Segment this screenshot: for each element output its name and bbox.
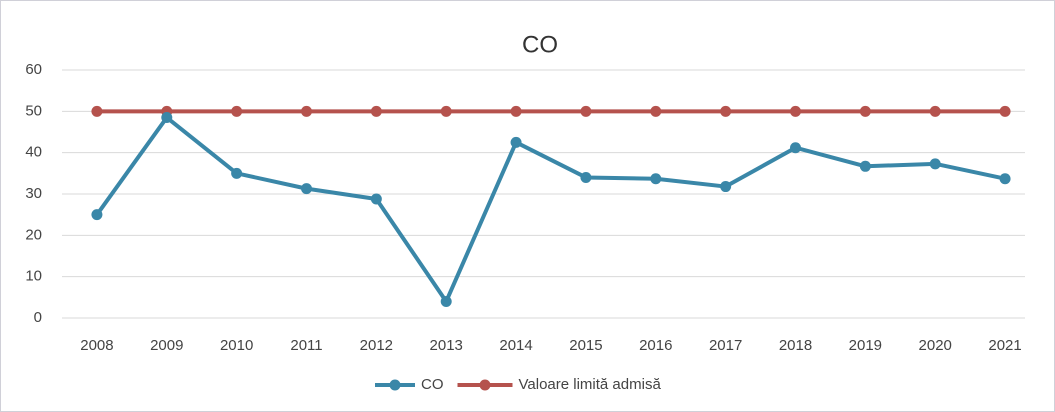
data-point bbox=[91, 105, 103, 117]
y-tick-label: 60 bbox=[25, 61, 42, 78]
data-point bbox=[790, 142, 801, 154]
data-point bbox=[580, 171, 592, 183]
x-tick-label: 2013 bbox=[430, 337, 463, 354]
y-tick-label: 20 bbox=[25, 226, 42, 243]
data-point bbox=[999, 105, 1011, 117]
data-point bbox=[720, 105, 732, 117]
data-point bbox=[161, 112, 173, 124]
data-point bbox=[301, 183, 312, 195]
data-point bbox=[510, 105, 522, 117]
y-tick-label: 10 bbox=[25, 268, 42, 285]
y-tick-label: 30 bbox=[25, 185, 42, 202]
data-point bbox=[370, 105, 382, 117]
legend-label: Valoare limită admisă bbox=[519, 376, 662, 393]
x-tick-label: 2015 bbox=[569, 337, 602, 354]
data-point bbox=[580, 105, 592, 117]
data-point bbox=[720, 181, 732, 193]
data-point bbox=[231, 105, 243, 117]
data-point bbox=[790, 105, 801, 117]
data-point bbox=[929, 105, 941, 117]
x-tick-label: 2020 bbox=[919, 337, 952, 354]
data-point bbox=[440, 105, 452, 117]
data-point bbox=[650, 173, 662, 185]
y-tick-label: 50 bbox=[25, 102, 42, 119]
data-point bbox=[859, 105, 871, 117]
x-tick-label: 2019 bbox=[849, 337, 882, 354]
data-point bbox=[440, 295, 452, 307]
data-point bbox=[91, 209, 103, 221]
chart-title: CO bbox=[522, 31, 558, 58]
x-tick-label: 2018 bbox=[779, 337, 812, 354]
data-point bbox=[231, 167, 243, 179]
x-tick-label: 2009 bbox=[150, 337, 183, 354]
data-point bbox=[650, 105, 662, 117]
x-tick-label: 2014 bbox=[499, 337, 532, 354]
x-tick-label: 2012 bbox=[360, 337, 393, 354]
data-point bbox=[929, 158, 941, 170]
y-tick-label: 40 bbox=[25, 144, 42, 161]
legend-marker bbox=[479, 379, 491, 391]
x-tick-label: 2008 bbox=[80, 337, 113, 354]
legend-label: CO bbox=[421, 376, 444, 393]
x-tick-label: 2010 bbox=[220, 337, 253, 354]
data-point bbox=[999, 173, 1011, 185]
x-tick-label: 2021 bbox=[988, 337, 1021, 354]
x-tick-label: 2016 bbox=[639, 337, 672, 354]
data-point bbox=[859, 160, 871, 172]
y-tick-label: 0 bbox=[34, 309, 42, 326]
legend-marker bbox=[389, 379, 401, 391]
series-line bbox=[95, 115, 1006, 304]
x-tick-label: 2011 bbox=[290, 337, 322, 354]
data-point bbox=[301, 105, 312, 117]
x-tick-label: 2017 bbox=[709, 337, 742, 354]
data-point bbox=[510, 136, 522, 148]
data-point bbox=[370, 193, 382, 205]
